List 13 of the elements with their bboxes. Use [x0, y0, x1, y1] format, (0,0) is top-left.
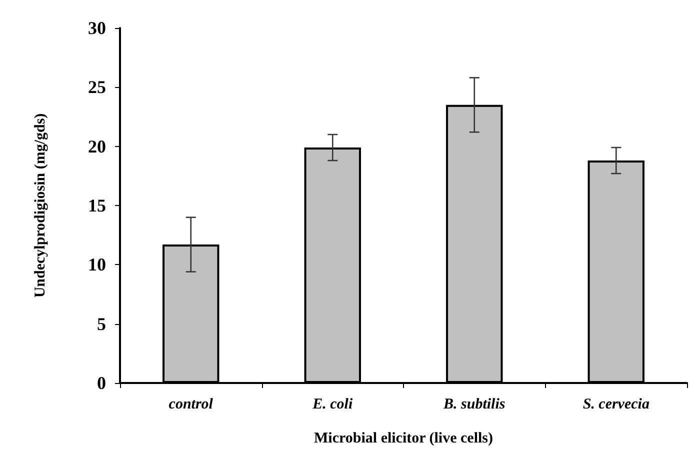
y-tick-label: 10 [88, 254, 106, 275]
y-tick-label: 20 [88, 136, 106, 156]
x-tick-label: B. subtilis [442, 396, 506, 412]
x-tick-label: E. coli [312, 396, 354, 412]
y-axis-title: Undecylprodigiosin (mg/gds) [32, 113, 48, 298]
y-tick-label: 5 [97, 314, 106, 334]
x-tick-label: S. cervecia [582, 396, 650, 412]
x-axis-title: Microbial elicitor (live cells) [314, 430, 493, 446]
x-tick-label: control [168, 396, 214, 412]
y-tick-label: 0 [97, 373, 106, 393]
y-tick-label: 25 [88, 77, 106, 98]
y-tick-label: 15 [88, 196, 106, 216]
y-tick-label: 30 [88, 18, 106, 38]
